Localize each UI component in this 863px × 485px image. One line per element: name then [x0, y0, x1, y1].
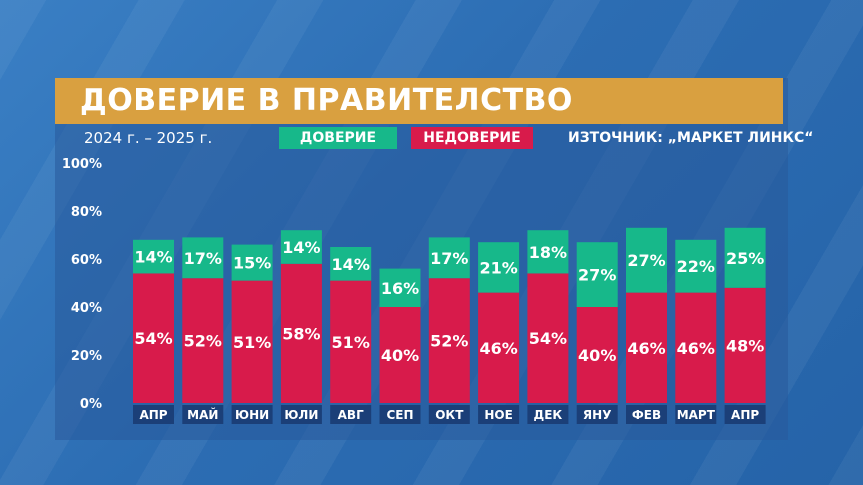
bar-distrust [478, 292, 520, 403]
data-label-trust: 18% [529, 243, 567, 262]
data-label-trust: 16% [381, 279, 419, 298]
data-label-distrust: 54% [529, 329, 567, 348]
x-tick-label: ЮНИ [235, 408, 269, 422]
bar-trust [527, 230, 569, 274]
data-label-trust: 25% [726, 249, 764, 268]
legend-distrust: НЕДОВЕРИЕ [411, 127, 533, 149]
data-label-distrust: 40% [381, 346, 419, 365]
month-box [330, 405, 372, 424]
data-label-trust: 22% [677, 257, 715, 276]
bar-distrust [724, 287, 766, 403]
bar-distrust [280, 263, 322, 403]
bar-trust [330, 247, 372, 281]
bar-trust [576, 242, 618, 307]
y-tick-label: 20% [71, 349, 102, 364]
x-tick-label: ЯНУ [583, 408, 612, 422]
bar-distrust [576, 307, 618, 403]
month-box [182, 405, 224, 424]
page-title: ДОВЕРИЕ В ПРАВИТЕЛСТВО [80, 83, 573, 118]
data-label-distrust: 48% [726, 336, 764, 355]
month-box [133, 405, 174, 424]
data-label-trust: 15% [233, 254, 271, 273]
month-box [626, 405, 667, 424]
bar-trust [133, 239, 174, 274]
data-label-distrust: 51% [233, 333, 271, 352]
data-label-trust: 14% [282, 238, 320, 257]
x-tick-label: МАРТ [677, 408, 716, 422]
bar-distrust [182, 278, 224, 403]
period-label: 2024 г. – 2025 г. [84, 129, 213, 147]
bar-trust [182, 237, 224, 279]
month-box [576, 405, 618, 424]
x-tick-label: ЮЛИ [284, 408, 318, 422]
data-label-distrust: 54% [134, 329, 172, 348]
data-label-distrust: 52% [430, 332, 468, 351]
data-label-distrust: 52% [184, 332, 222, 351]
data-label-trust: 27% [578, 266, 616, 285]
y-tick-label: 80% [71, 205, 102, 220]
x-tick-label: АВГ [338, 408, 364, 422]
month-box [527, 405, 569, 424]
month-box [675, 405, 717, 424]
month-box [478, 405, 520, 424]
bar-trust [379, 268, 421, 307]
bar-distrust [527, 273, 569, 403]
data-label-distrust: 46% [479, 339, 517, 358]
x-tick-label: ДЕК [534, 408, 563, 422]
bar-distrust [675, 292, 717, 403]
month-box [724, 405, 766, 424]
data-label-trust: 21% [479, 258, 517, 277]
data-label-trust: 14% [134, 248, 172, 267]
x-tick-label: МАЙ [187, 407, 218, 422]
data-label-distrust: 51% [332, 333, 370, 352]
x-tick-label: АПР [139, 408, 167, 422]
month-box [280, 405, 322, 424]
data-label-distrust: 58% [282, 324, 320, 343]
data-label-trust: 27% [627, 251, 665, 270]
month-box [428, 405, 470, 424]
data-label-trust: 14% [332, 255, 370, 274]
y-tick-label: 60% [71, 253, 102, 268]
x-tick-label: АПР [731, 408, 759, 422]
bar-distrust [133, 273, 174, 403]
bar-trust [231, 244, 273, 281]
source-label: ИЗТОЧНИК: „МАРКЕТ ЛИНКС“ [568, 130, 814, 146]
data-label-distrust: 46% [677, 339, 715, 358]
bar-distrust [379, 307, 421, 403]
bar-trust [675, 239, 717, 293]
y-tick-label: 100% [62, 157, 102, 172]
legend-trust: ДОВЕРИЕ [279, 127, 397, 149]
bar-trust [428, 237, 470, 279]
x-tick-label: СЕП [386, 408, 413, 422]
y-tick-label: 40% [71, 301, 102, 316]
bar-distrust [330, 280, 372, 403]
bar-trust [280, 230, 322, 264]
data-label-distrust: 46% [627, 339, 665, 358]
bar-trust [626, 227, 667, 293]
y-tick-label: 0% [80, 397, 102, 412]
month-box [379, 405, 421, 424]
bar-distrust [428, 278, 470, 403]
bar-distrust [231, 280, 273, 403]
x-tick-label: НОЕ [484, 408, 512, 422]
x-tick-label: ОКТ [435, 408, 464, 422]
bar-trust [478, 242, 520, 293]
data-label-trust: 17% [184, 249, 222, 268]
bar-trust [724, 227, 766, 288]
month-box [231, 405, 273, 424]
title-bar [55, 78, 783, 124]
bar-distrust [626, 292, 667, 403]
data-label-distrust: 40% [578, 346, 616, 365]
x-tick-label: ФЕВ [632, 408, 661, 422]
data-label-trust: 17% [430, 249, 468, 268]
